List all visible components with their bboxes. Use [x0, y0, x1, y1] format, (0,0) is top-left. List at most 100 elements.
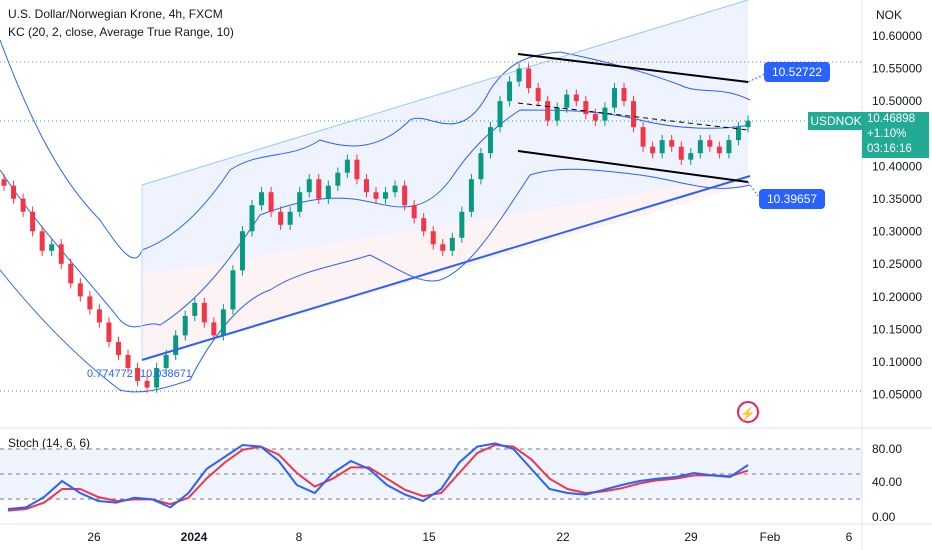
candle-up [497, 101, 503, 128]
price-tick-label: 10.20000 [872, 290, 922, 304]
candle-up [173, 335, 179, 355]
fib-label-left: 0.774772 [87, 368, 133, 380]
candle-up [745, 120, 751, 128]
candle-down [621, 88, 627, 102]
time-tick-label: 2024 [181, 530, 208, 544]
candle-up [344, 159, 350, 173]
stoch-label[interactable]: Stoch (14, 6, 6) [8, 436, 91, 450]
candle-down [144, 380, 150, 388]
candle-down [402, 185, 408, 206]
candle-down [125, 354, 131, 368]
candle-up [297, 192, 303, 212]
candle-up [335, 172, 341, 186]
candle-down [354, 159, 360, 180]
current-price: 10.46898 [867, 113, 915, 125]
candle-up [602, 107, 608, 121]
stoch-axis: 80.00 40.00 0.00 [872, 442, 902, 524]
candle-down [650, 146, 656, 154]
midline-dashed [517, 102, 749, 131]
price-change: +1.10% [867, 128, 907, 140]
candle-down [11, 185, 17, 199]
candle-down [716, 146, 722, 154]
candle-down [106, 322, 112, 342]
time-tick-label: 6 [846, 530, 853, 544]
candle-up [220, 309, 226, 336]
candle-up [697, 140, 703, 154]
candle-down [363, 179, 369, 193]
symbol-price-label: USDNOK [808, 112, 864, 130]
candle-down [115, 341, 121, 355]
candle-down [87, 296, 93, 310]
candle-down [201, 302, 207, 323]
candle-up [507, 81, 513, 102]
candle-up [182, 315, 188, 336]
candle-up [516, 68, 522, 82]
candle-up [306, 179, 312, 193]
time-tick-label: 29 [684, 530, 698, 544]
candle-up [611, 88, 617, 108]
indicator-label[interactable]: KC (20, 2, close, Average True Range, 10… [8, 25, 234, 39]
candle-down [678, 146, 684, 160]
candle-down [211, 322, 217, 336]
candle-up [478, 153, 484, 180]
bar-countdown: 03:16:16 [867, 143, 912, 155]
descending-upper-line [517, 53, 749, 83]
candle-up [726, 140, 732, 154]
lightning-icon[interactable]: ⚡ [737, 401, 759, 423]
candle-down [1, 179, 7, 186]
candle-down [535, 88, 541, 102]
candle-up [163, 354, 169, 368]
ascending-trendline [141, 175, 751, 361]
candle-down [68, 263, 74, 284]
candle-down [39, 231, 45, 251]
price-tick-label: 10.05000 [872, 388, 922, 402]
time-tick-label: 15 [422, 530, 436, 544]
price-tick-label: 10.55000 [872, 62, 922, 76]
candle-down [640, 127, 646, 147]
candle-down [573, 94, 579, 102]
price-axis[interactable]: 10.6000010.5500010.5000010.4500010.40000… [872, 29, 922, 402]
candle-up [487, 127, 493, 154]
candle-down [30, 211, 36, 232]
fib-label-right: 10.038671 [140, 368, 192, 380]
candle-up [154, 367, 160, 388]
candle-up [688, 153, 694, 160]
candle-down [669, 140, 675, 147]
candle-up [249, 205, 255, 232]
price-tick-label: 10.30000 [872, 225, 922, 239]
candle-up [554, 107, 560, 121]
candle-up [468, 179, 474, 212]
candle-down [421, 218, 427, 232]
time-axis[interactable]: 26 2024 8 15 22 29 Feb 6 [87, 530, 852, 544]
candle-down [77, 283, 83, 297]
candle-down [373, 192, 379, 199]
candle-up [192, 302, 198, 316]
price-tick-label: 10.35000 [872, 192, 922, 206]
candle-up [325, 185, 331, 199]
stoch-band [0, 449, 862, 499]
symbol-title[interactable]: U.S. Dollar/Norwegian Krone, 4h, FXCM [8, 7, 223, 21]
candle-up [564, 94, 570, 108]
stoch-tick-label: 80.00 [872, 442, 902, 456]
time-tick-label: Feb [760, 530, 781, 544]
candles-group [1, 63, 751, 393]
candle-down [526, 68, 532, 89]
candle-down [96, 309, 102, 323]
candle-up [383, 192, 389, 199]
candle-down [268, 192, 274, 212]
currency-badge: NOK [876, 8, 903, 22]
candle-up [259, 192, 265, 206]
stoch-d-line [7, 443, 749, 512]
candle-down [631, 101, 637, 128]
time-tick-label: 8 [296, 530, 303, 544]
price-tick-label: 10.25000 [872, 257, 922, 271]
candle-down [20, 198, 26, 212]
lower-callout[interactable]: 10.39657 [759, 189, 826, 209]
upper-callout[interactable]: 10.52722 [764, 62, 831, 82]
candle-up [392, 185, 398, 193]
stoch-tick-label: 40.00 [872, 475, 902, 489]
candle-down [411, 205, 417, 219]
kc-upper-line [0, 39, 751, 259]
candle-down [707, 140, 713, 147]
